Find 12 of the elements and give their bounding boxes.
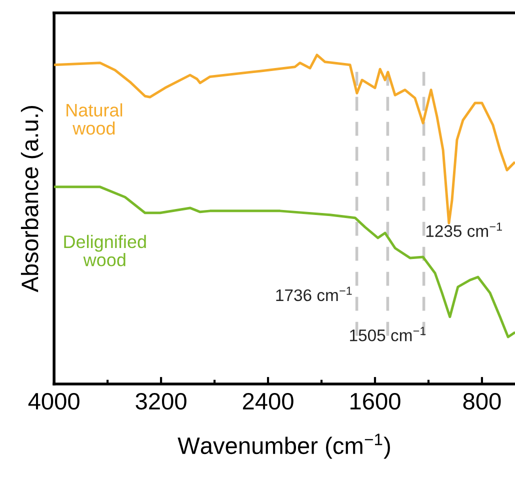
x-axis-title: Wavenumber (cm$^{−1}$) [178, 434, 390, 459]
series-label: Delignified wood [64, 234, 146, 266]
x-tick-label: 1600 [350, 392, 400, 410]
ref-line-label: 1505 cm$^{−1}$ [350, 326, 426, 342]
x-tick-label: 800 [463, 392, 501, 410]
ref-line-label: 1235 cm$^{−1}$ [426, 222, 502, 237]
ref-line-label: 1736 cm$^{−1}$ [276, 286, 352, 302]
x-tick-label: 3200 [136, 392, 186, 410]
series-label: Natural wood [66, 103, 122, 135]
y-axis-title: Absorbance (a.u.) [20, 106, 43, 292]
x-tick-label: 2400 [242, 392, 294, 410]
x-tick-label: 4000 [28, 392, 80, 410]
